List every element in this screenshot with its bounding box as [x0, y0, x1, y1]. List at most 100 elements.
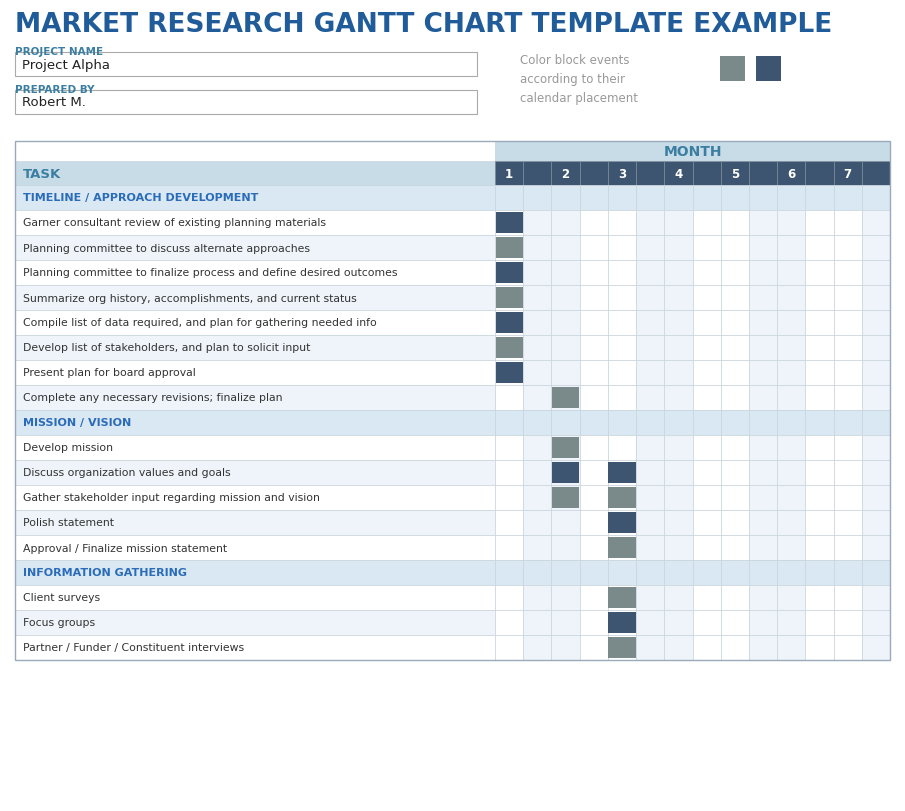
- Bar: [664, 560, 692, 586]
- Bar: [15, 635, 495, 660]
- Bar: [636, 336, 664, 361]
- Bar: [749, 535, 777, 560]
- Bar: [834, 586, 862, 610]
- Text: Present plan for board approval: Present plan for board approval: [23, 368, 195, 378]
- Bar: [496, 363, 523, 384]
- Bar: [862, 510, 890, 535]
- Bar: [805, 211, 834, 236]
- Bar: [805, 486, 834, 510]
- Bar: [15, 410, 495, 436]
- Bar: [720, 361, 749, 385]
- Bar: [495, 311, 523, 336]
- Bar: [523, 535, 551, 560]
- Bar: [523, 361, 551, 385]
- Bar: [551, 410, 579, 436]
- Bar: [15, 162, 495, 186]
- Bar: [636, 436, 664, 461]
- Bar: [608, 538, 635, 558]
- Bar: [579, 236, 608, 260]
- Text: Approval / Finalize mission statement: Approval / Finalize mission statement: [23, 543, 227, 553]
- Bar: [805, 186, 834, 211]
- Bar: [720, 560, 749, 586]
- Text: TASK: TASK: [23, 167, 62, 180]
- Bar: [720, 461, 749, 486]
- Bar: [834, 510, 862, 535]
- Bar: [495, 461, 523, 486]
- Text: Color block events
according to their
calendar placement: Color block events according to their ca…: [520, 54, 638, 105]
- Bar: [636, 236, 664, 260]
- Text: 4: 4: [674, 167, 682, 180]
- Bar: [636, 410, 664, 436]
- Bar: [749, 336, 777, 361]
- Bar: [636, 610, 664, 635]
- Text: MARKET RESEARCH GANTT CHART TEMPLATE EXAMPLE: MARKET RESEARCH GANTT CHART TEMPLATE EXA…: [15, 12, 833, 38]
- Bar: [608, 162, 636, 186]
- Bar: [579, 162, 608, 186]
- Bar: [720, 385, 749, 410]
- Bar: [834, 236, 862, 260]
- Bar: [495, 211, 523, 236]
- Bar: [664, 635, 692, 660]
- Bar: [777, 586, 805, 610]
- Bar: [664, 410, 692, 436]
- Bar: [805, 410, 834, 436]
- Bar: [608, 211, 636, 236]
- Bar: [523, 211, 551, 236]
- Bar: [636, 385, 664, 410]
- Bar: [495, 560, 523, 586]
- Bar: [551, 186, 579, 211]
- Bar: [720, 162, 749, 186]
- Bar: [496, 263, 523, 284]
- Bar: [579, 311, 608, 336]
- Bar: [777, 236, 805, 260]
- Bar: [523, 436, 551, 461]
- Bar: [692, 311, 720, 336]
- Text: 6: 6: [787, 167, 795, 180]
- Bar: [15, 285, 495, 311]
- Bar: [720, 610, 749, 635]
- Bar: [862, 410, 890, 436]
- Text: PREPARED BY: PREPARED BY: [15, 85, 94, 95]
- Bar: [834, 260, 862, 285]
- Bar: [664, 361, 692, 385]
- Bar: [608, 285, 636, 311]
- Bar: [834, 361, 862, 385]
- Bar: [15, 560, 495, 586]
- Text: Discuss organization values and goals: Discuss organization values and goals: [23, 468, 231, 478]
- Bar: [551, 385, 579, 410]
- Bar: [805, 236, 834, 260]
- Bar: [495, 635, 523, 660]
- Bar: [495, 535, 523, 560]
- Bar: [495, 436, 523, 461]
- Bar: [834, 560, 862, 586]
- Bar: [495, 586, 523, 610]
- Bar: [862, 186, 890, 211]
- Bar: [552, 388, 579, 409]
- Bar: [862, 385, 890, 410]
- Bar: [692, 361, 720, 385]
- Bar: [551, 535, 579, 560]
- Bar: [523, 236, 551, 260]
- Bar: [805, 436, 834, 461]
- Bar: [15, 142, 890, 660]
- Bar: [523, 260, 551, 285]
- Bar: [834, 436, 862, 461]
- Bar: [579, 385, 608, 410]
- Bar: [608, 462, 635, 483]
- Bar: [15, 461, 495, 486]
- Bar: [777, 486, 805, 510]
- Bar: [636, 586, 664, 610]
- Bar: [636, 361, 664, 385]
- Bar: [552, 462, 579, 483]
- Bar: [664, 510, 692, 535]
- Bar: [608, 487, 635, 508]
- Bar: [15, 610, 495, 635]
- Bar: [692, 461, 720, 486]
- Bar: [720, 57, 745, 82]
- Bar: [579, 535, 608, 560]
- Bar: [834, 162, 862, 186]
- Bar: [692, 560, 720, 586]
- Bar: [777, 436, 805, 461]
- Bar: [692, 535, 720, 560]
- Text: Partner / Funder / Constituent interviews: Partner / Funder / Constituent interview…: [23, 642, 244, 653]
